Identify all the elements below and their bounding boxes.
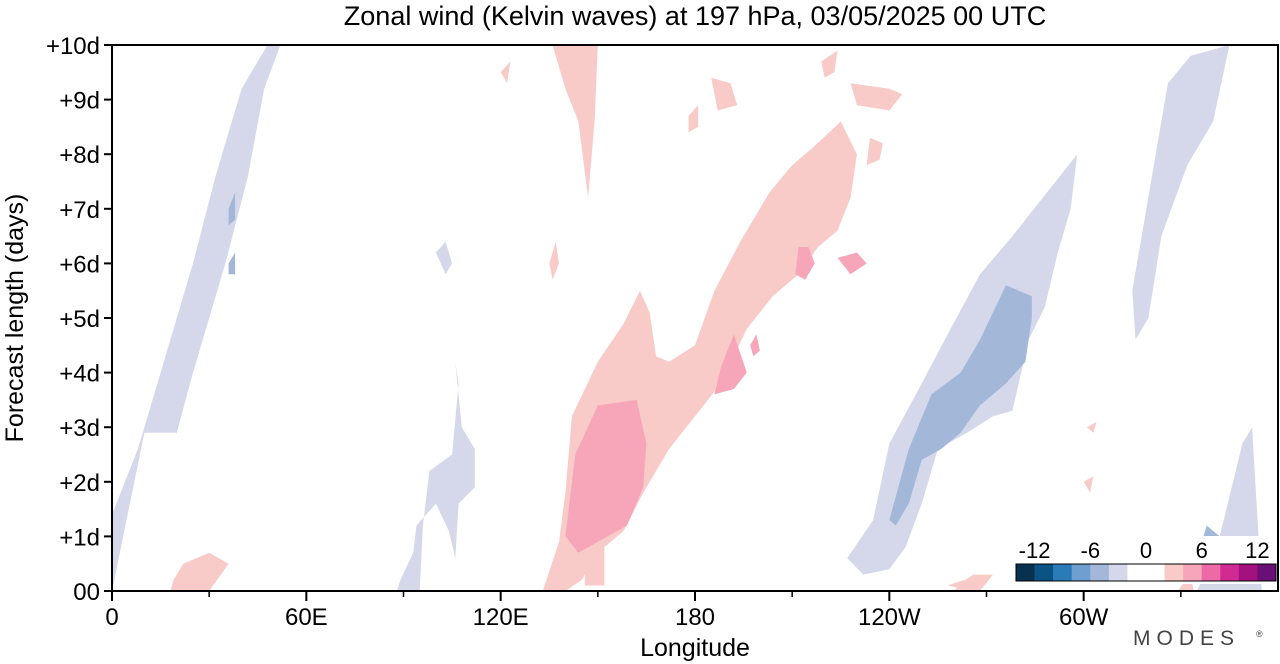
contour-region-pink-5 — [850, 83, 903, 111]
y-tick-label: +2d — [59, 470, 100, 497]
colorbar: -12 -6 0 6 12 — [1010, 536, 1277, 584]
registered-mark-icon: ® — [1256, 629, 1263, 639]
y-tick-label: +7d — [59, 197, 100, 224]
contour-region-mid-pink-3 — [795, 247, 815, 280]
contour-region-pink-4 — [866, 137, 883, 166]
colorbar-swatch — [1053, 564, 1073, 581]
contour-region-light-blue-3 — [847, 154, 1078, 575]
y-tick-label: +6d — [59, 251, 100, 278]
contour-region-pink-14 — [1083, 476, 1094, 493]
colorbar-swatch — [1034, 564, 1054, 581]
colorbar-swatch — [1201, 564, 1221, 581]
contour-region-pink-9 — [954, 574, 993, 591]
contour-region-pink-7 — [688, 105, 699, 133]
colorbar-swatch — [1146, 564, 1165, 581]
contour-region-blue-1 — [228, 252, 236, 275]
contour-region-pink-10 — [947, 580, 964, 589]
x-tick-label: 0 — [105, 604, 118, 631]
contour-region-mid-pink-0 — [565, 399, 647, 553]
y-tick-label: +5d — [59, 306, 100, 333]
contour-region-pink-11 — [549, 241, 559, 280]
colorbar-swatch — [1108, 564, 1128, 581]
y-tick-label: +8d — [59, 142, 100, 169]
contour-region-blue-0 — [228, 192, 236, 226]
x-tick-label: 60W — [1059, 604, 1109, 631]
colorbar-tick-label: 12 — [1245, 538, 1269, 563]
colorbar-swatch — [1090, 564, 1110, 581]
plot-frame — [111, 44, 1279, 592]
x-axis-label: Longitude — [640, 634, 750, 662]
x-tick-label: 180 — [675, 604, 715, 631]
contour-region-pink-15 — [1086, 421, 1097, 433]
contour-region-mid-pink-1 — [714, 334, 747, 395]
contour-region-light-blue-0 — [112, 45, 281, 591]
x-tick-label: 120E — [473, 604, 529, 631]
y-tick-label: +3d — [59, 415, 100, 442]
colorbar-tick-label: -12 — [1019, 538, 1051, 563]
colorbar-tick-label: -6 — [1081, 538, 1101, 563]
x-tick-label: 60E — [285, 604, 328, 631]
y-tick-label: +4d — [59, 361, 100, 388]
colorbar-swatch — [1257, 564, 1277, 581]
colorbar-swatch — [1183, 564, 1203, 581]
colorbar-outline — [1015, 563, 1277, 582]
y-tick-label: +10d — [46, 33, 100, 60]
y-tick-label: +1d — [59, 524, 100, 551]
colorbar-swatch — [1071, 564, 1091, 581]
contour-region-pink-1 — [584, 541, 605, 586]
x-axis-ticks: 0 60E 120E 180 120W 60W — [105, 591, 1182, 631]
modes-watermark: MODES — [1133, 627, 1240, 650]
contour-region-pink-3 — [711, 77, 738, 111]
contour-region-light-blue-2 — [435, 241, 453, 275]
contour-region-pink-2 — [552, 45, 598, 198]
chart-title: Zonal wind (Kelvin waves) at 197 hPa, 03… — [344, 1, 1046, 31]
contour-region-blue-2 — [889, 285, 1032, 526]
colorbar-swatch — [1238, 564, 1258, 581]
contour-region-light-blue-4 — [1132, 45, 1230, 340]
colorbar-tick-label: 0 — [1140, 538, 1152, 563]
y-axis-ticks: 00 +1d +2d +3d +4d +5d +6d +7d +8d +9d +10d — [46, 33, 112, 606]
colorbar-swatch — [1127, 564, 1147, 581]
y-axis-label: Forecast length (days) — [1, 194, 29, 443]
contour-region-pink-8 — [170, 552, 229, 591]
colorbar-swatch — [1016, 564, 1035, 581]
colorbar-swatch — [1164, 564, 1184, 581]
contour-region-mid-pink-2 — [750, 334, 760, 357]
contour-region-mid-pink-4 — [837, 252, 867, 275]
contour-fields — [112, 45, 1262, 592]
colorbar-tick-label: 6 — [1196, 538, 1208, 563]
x-tick-label: 120W — [858, 604, 921, 631]
contour-region-pink-6 — [821, 50, 838, 78]
y-tick-label: 00 — [73, 579, 100, 606]
colorbar-swatch — [1220, 564, 1240, 581]
y-tick-label: +9d — [59, 88, 100, 115]
contour-region-light-blue-1 — [397, 361, 475, 591]
contour-region-pink-12 — [500, 61, 511, 84]
